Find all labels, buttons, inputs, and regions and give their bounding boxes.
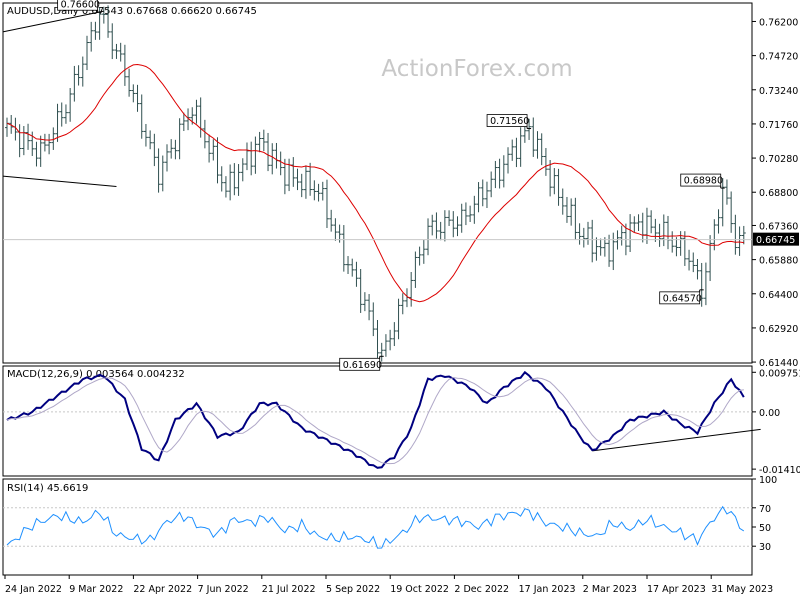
rsi-axis-tick-label: 70 [759, 504, 771, 515]
rsi-line [6, 505, 745, 549]
x-axis-label: 2 Dec 2022 [454, 584, 509, 595]
watermark: ActionForex.com [381, 56, 572, 82]
macd-trendline [592, 428, 761, 452]
current-price-label: 0.66745 [756, 235, 795, 246]
price-label: 0.76600 [61, 0, 100, 11]
price-label: 0.71560 [490, 116, 529, 127]
x-axis-label: 31 May 2023 [711, 584, 773, 595]
price-label-box [680, 173, 722, 187]
price-label-box [659, 291, 701, 305]
macd-pane-frame [2, 365, 753, 477]
macd-title: MACD(12,26,9) 0.003564 0.004232 [7, 369, 185, 380]
price-label-box [339, 357, 381, 371]
price-trendline [2, 175, 117, 187]
rsi-axis-tick-label: 30 [759, 542, 771, 553]
x-axis-label: 17 Jan 2023 [519, 584, 576, 595]
x-axis-label: 9 Mar 2022 [69, 584, 123, 595]
rsi-title: RSI(14) 45.6619 [7, 483, 88, 494]
x-axis-label: 7 Jun 2022 [198, 584, 249, 595]
price-axis-tick-label: 0.67360 [759, 221, 798, 232]
macd-axis-tick-label: 0.009751 [759, 368, 800, 379]
price-axis-tick-label: 0.70280 [759, 154, 798, 165]
rsi-axis-tick-label: 50 [759, 523, 771, 534]
price-axis-tick-label: 0.62920 [759, 324, 798, 335]
rsi-pane-frame [2, 478, 753, 576]
macd-axis-tick-label: 0.00 [759, 408, 780, 419]
current-price-tag [753, 232, 799, 246]
price-axis-tick-label: 0.71760 [759, 120, 798, 131]
price-label-box [57, 0, 99, 11]
price-label: 0.68980 [684, 176, 723, 187]
x-axis-label: 21 Jul 2022 [262, 584, 316, 595]
price-pane-frame [2, 2, 753, 364]
rsi-axis-tick-label: 100 [759, 475, 777, 486]
price-axis-tick-label: 0.65880 [759, 256, 798, 267]
price-axis-tick-label: 0.68800 [759, 188, 798, 199]
x-axis-label: 24 Jan 2022 [5, 584, 62, 595]
macd-line [6, 370, 745, 469]
price-axis-tick-label: 0.73240 [759, 86, 798, 97]
price-label: 0.64570 [663, 293, 702, 304]
moving-average-line [6, 63, 744, 303]
price-axis-tick-label: 0.74720 [759, 52, 798, 63]
price-label-box [486, 114, 528, 127]
price-axis-tick-label: 0.61440 [759, 358, 798, 369]
price-label: 0.61690 [343, 360, 382, 371]
x-axis-label: 2 Mar 2023 [583, 584, 637, 595]
x-axis-label: 19 Oct 2022 [390, 584, 449, 595]
price-axis-tick-label: 0.76200 [759, 17, 798, 28]
macd-axis-tick-label: -0.014107 [759, 465, 800, 476]
x-axis-label: 22 Apr 2022 [133, 584, 192, 595]
x-axis-label: 17 Apr 2023 [647, 584, 706, 595]
price-axis-tick-label: 0.64400 [759, 290, 798, 301]
x-axis-label: 5 Sep 2022 [326, 584, 380, 595]
chart-title: AUDUSD,Daily 0.67543 0.67668 0.66620 0.6… [7, 6, 257, 17]
macd-signal-line [6, 376, 744, 465]
price-trendline [2, 10, 104, 33]
